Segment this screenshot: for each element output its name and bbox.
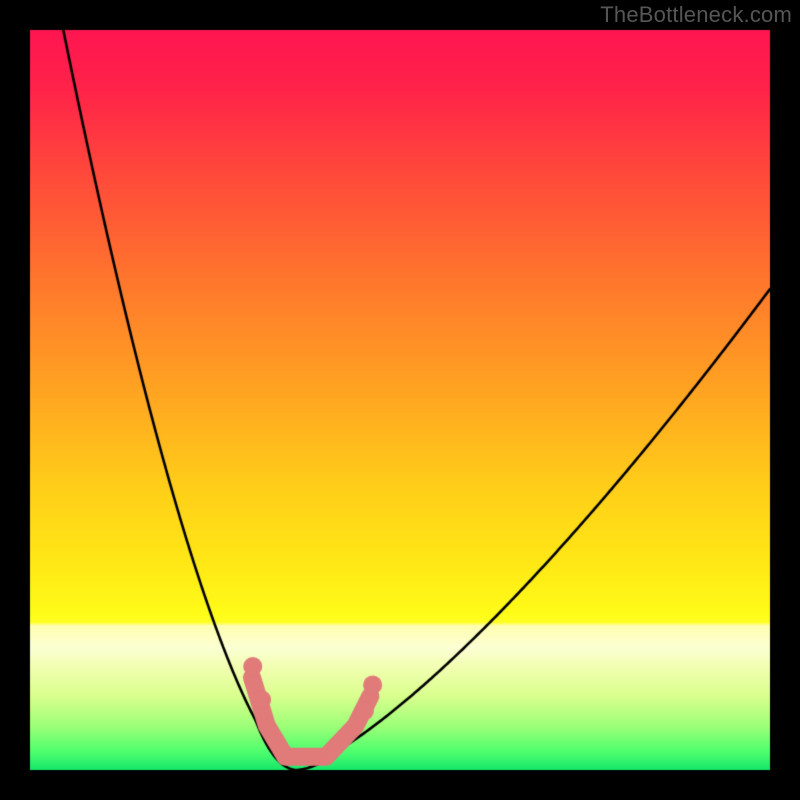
bottleneck-chart [0, 0, 800, 800]
